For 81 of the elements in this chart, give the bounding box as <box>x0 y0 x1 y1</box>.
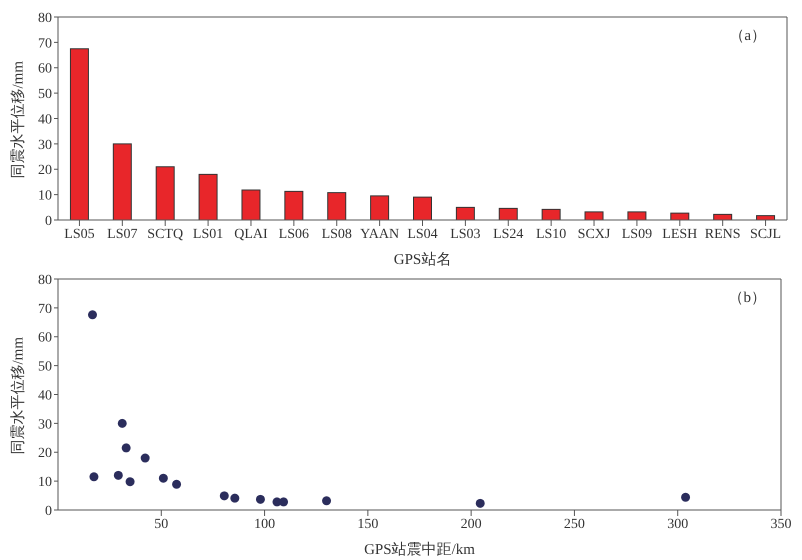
y-tick-label: 50 <box>38 87 52 102</box>
point <box>140 454 150 463</box>
x-tick-label: LS24 <box>493 226 524 242</box>
bar <box>112 143 132 220</box>
x-tick-label: 300 <box>667 516 688 532</box>
x-tick-label: 200 <box>460 516 482 532</box>
point <box>230 494 240 503</box>
bar <box>241 190 260 220</box>
bar <box>198 174 218 220</box>
point <box>158 474 168 483</box>
x-tick-label: LS10 <box>536 226 566 242</box>
y-tick-label: 40 <box>38 388 52 404</box>
bar <box>756 215 776 220</box>
x-axis-title: GPS站名 <box>394 251 452 268</box>
bar <box>456 206 475 220</box>
point <box>476 498 485 508</box>
y-tick-label: 70 <box>38 302 52 317</box>
point <box>256 494 265 504</box>
point <box>279 497 288 506</box>
x-tick-label: LS09 <box>622 226 652 242</box>
bar <box>627 211 646 220</box>
y-tick-label: 10 <box>38 475 52 490</box>
y-tick-label: 0 <box>45 504 52 519</box>
point <box>122 443 131 452</box>
y-tick-label: 20 <box>38 446 52 462</box>
x-axis-title: GPS站震中距/km <box>364 541 476 558</box>
x-tick-label: SCJL <box>750 226 782 242</box>
x-tick-label: RENS <box>704 226 741 242</box>
x-tick-label: LS03 <box>450 226 481 242</box>
x-tick-label: LS07 <box>107 226 138 242</box>
x-tick-label: 250 <box>564 516 585 532</box>
point <box>114 470 123 480</box>
y-axis-title: 同震水平位移/mm <box>9 336 26 454</box>
point <box>118 418 127 428</box>
x-tick-label: LS05 <box>64 226 95 242</box>
point <box>172 480 182 489</box>
y-tick-label: 40 <box>38 112 52 128</box>
x-tick-label: LESH <box>662 226 698 242</box>
annotation: （b） <box>728 289 766 307</box>
y-tick-label: 0 <box>45 214 52 229</box>
bar <box>412 196 432 220</box>
x-tick-label: SCTQ <box>147 226 184 242</box>
point <box>89 472 98 482</box>
y-axis-title: 同震水平位移/mm <box>9 60 26 178</box>
point <box>220 491 229 500</box>
point <box>681 492 690 502</box>
bar <box>370 195 390 220</box>
x-tick-label: 150 <box>357 516 378 532</box>
y-tick-label: 60 <box>38 62 52 77</box>
y-tick-label: 70 <box>38 36 52 52</box>
bar <box>327 192 346 220</box>
y-tick-label: 20 <box>38 163 52 178</box>
bar <box>156 166 175 220</box>
x-tick-label: SCXJ <box>578 226 611 242</box>
bar <box>584 211 604 220</box>
x-tick-label: 100 <box>254 516 276 532</box>
bar <box>498 208 518 220</box>
point <box>322 496 332 506</box>
x-tick-label: 50 <box>154 516 168 532</box>
annotation: （a） <box>729 27 766 45</box>
bar <box>713 214 732 220</box>
bar <box>670 212 690 220</box>
x-tick-label: YAAN <box>360 226 400 242</box>
y-tick-label: 30 <box>38 138 52 153</box>
bar <box>284 190 304 220</box>
bar <box>70 48 89 220</box>
x-tick-label: 350 <box>770 516 792 532</box>
bar <box>542 208 561 220</box>
y-tick-label: 30 <box>38 417 52 432</box>
x-tick-label: LS08 <box>322 226 352 242</box>
point <box>126 477 135 486</box>
point <box>88 310 97 320</box>
y-tick-label: 80 <box>38 272 52 288</box>
y-tick-label: 60 <box>38 330 52 346</box>
y-tick-label: 10 <box>38 188 52 204</box>
y-tick-label: 50 <box>38 360 52 375</box>
x-tick-label: LS04 <box>407 226 438 242</box>
x-tick-label: QLAI <box>234 226 268 242</box>
y-tick-label: 80 <box>38 10 52 26</box>
x-tick-label: LS06 <box>278 226 310 242</box>
x-tick-label: LS01 <box>192 226 224 242</box>
